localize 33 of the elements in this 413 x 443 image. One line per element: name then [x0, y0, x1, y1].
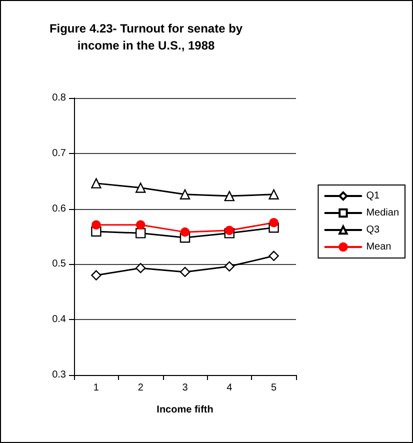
- y-tick-label: 0.6: [52, 203, 66, 214]
- legend-label: Q1: [366, 190, 380, 202]
- point: [91, 270, 102, 280]
- x-tick-label: 1: [93, 382, 100, 394]
- point: [268, 189, 279, 200]
- y-tick-label: 0.8: [52, 92, 66, 104]
- point: [136, 228, 146, 238]
- point: [224, 261, 234, 272]
- y-tick-label: 0.4: [52, 314, 66, 326]
- point: [92, 220, 101, 230]
- point: [91, 178, 102, 188]
- y-tick-label: 0.7: [52, 148, 66, 159]
- point: [136, 262, 146, 274]
- y-tick-label: 0.5: [52, 258, 66, 270]
- point: [180, 266, 190, 278]
- x-tick-label: 4: [226, 382, 233, 394]
- y-tick-label: 0.3: [52, 370, 66, 380]
- point: [180, 227, 190, 237]
- point: [136, 182, 146, 193]
- x-tick-label: 3: [182, 382, 188, 394]
- point: [224, 190, 234, 202]
- point: [180, 189, 190, 200]
- point: [269, 218, 278, 228]
- chart-title: Figure 4.23- Turnout for senate by income in the U.S., 1988: [49, 22, 243, 52]
- point: [268, 250, 279, 261]
- point: [224, 226, 234, 236]
- legend-label: Q3: [366, 224, 380, 236]
- x-tick-label: 2: [138, 382, 144, 394]
- legend-label: Mean: [366, 242, 392, 252]
- legend-label: Median: [366, 208, 400, 218]
- x-axis-title: Income fifth: [156, 404, 214, 416]
- point: [136, 220, 146, 230]
- x-tick-label: 5: [271, 382, 278, 394]
